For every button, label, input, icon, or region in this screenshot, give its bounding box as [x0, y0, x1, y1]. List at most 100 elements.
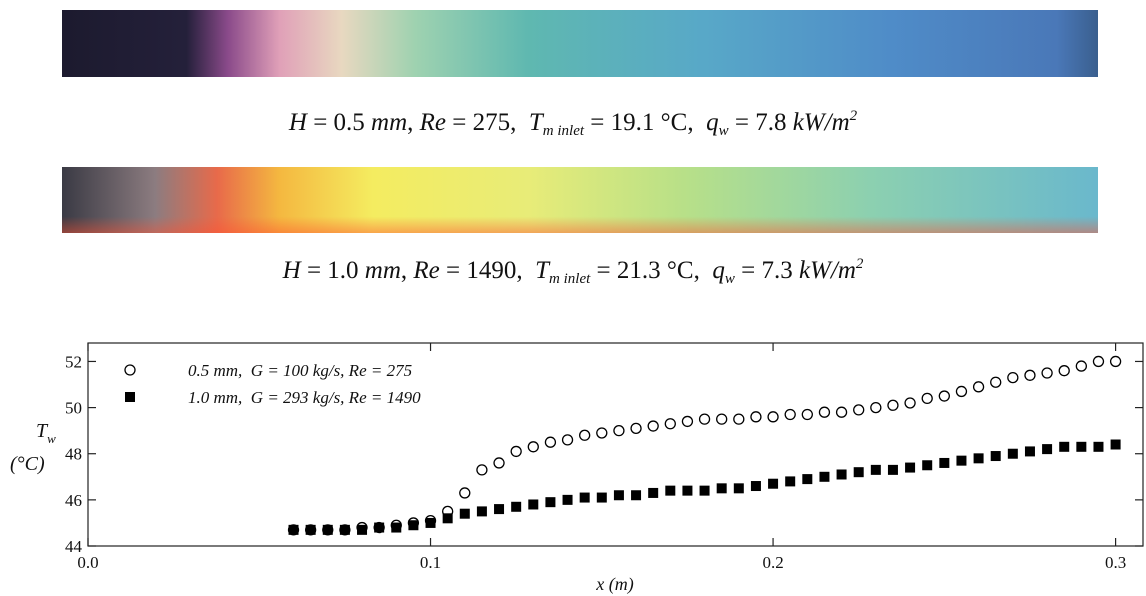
data-point — [613, 425, 625, 437]
data-point — [664, 418, 676, 430]
y-tick-label: 44 — [65, 537, 83, 556]
caption-part: , — [401, 257, 414, 284]
data-point — [938, 390, 950, 402]
y-tick-label: 46 — [65, 491, 82, 510]
legend-label: 0.5 mm, G = 100 kg/s, Re = 275 — [188, 361, 412, 380]
legend-marker — [125, 392, 135, 402]
data-point — [750, 411, 762, 423]
caption-part: kW/m — [793, 109, 850, 136]
data-point — [921, 392, 933, 405]
caption-part: H — [282, 257, 303, 284]
data-point — [442, 513, 453, 524]
data-point — [904, 397, 916, 409]
image-shading — [62, 167, 1098, 233]
x-tick-label: 0.1 — [420, 553, 441, 572]
data-point — [922, 460, 933, 471]
caption-part: T — [529, 109, 545, 136]
data-point — [1041, 367, 1053, 379]
data-point — [561, 434, 574, 446]
caption: H = 1.0 mm, Re = 1490, Tm inlet = 21.3 °… — [282, 256, 864, 287]
data-point — [1058, 365, 1070, 377]
data-point — [374, 522, 385, 533]
caption-part: = 21.3 °C, — [590, 257, 712, 284]
y-axis-unit: (°C) — [10, 453, 45, 475]
caption: H = 0.5 mm, Re = 275, Tm inlet = 19.1 °C… — [288, 108, 858, 139]
data-point — [681, 415, 694, 428]
data-point — [972, 381, 985, 393]
caption-part: = 1.0 — [301, 257, 365, 284]
data-point — [1024, 369, 1036, 381]
caption-part: = 7.3 — [735, 257, 799, 284]
data-point — [305, 524, 316, 535]
data-point — [853, 404, 865, 416]
data-point — [613, 490, 624, 501]
data-point — [768, 478, 779, 489]
caption-part: = 1490, — [440, 257, 535, 284]
data-point — [1092, 355, 1105, 368]
caption-part: w — [719, 123, 729, 139]
data-point — [1042, 444, 1053, 455]
data-point — [955, 385, 968, 398]
y-tick-label: 48 — [65, 445, 82, 464]
data-point — [1024, 446, 1035, 457]
caption-part: mm — [371, 109, 407, 136]
data-point — [510, 445, 522, 458]
data-point — [322, 524, 333, 535]
caption-part: Re — [419, 109, 446, 136]
caption-part: m inlet — [549, 271, 591, 287]
data-point — [579, 429, 591, 441]
caption-part: kW/m — [799, 257, 856, 284]
caption-part: q — [706, 109, 719, 136]
x-tick-label: 0.2 — [762, 553, 783, 572]
data-point — [459, 508, 470, 519]
plot-frame — [87, 342, 1144, 547]
data-point — [801, 408, 813, 421]
data-point — [716, 483, 727, 494]
x-tick-label: 0.3 — [1105, 553, 1126, 572]
data-point — [785, 476, 796, 487]
data-point — [544, 436, 557, 448]
data-point — [939, 457, 950, 468]
x-tick-label: 0.0 — [77, 553, 98, 572]
data-point — [630, 422, 642, 435]
data-point — [1007, 448, 1018, 459]
data-point — [802, 474, 813, 485]
caption-part: = 7.8 — [729, 109, 793, 136]
data-point — [767, 411, 779, 423]
data-point — [870, 401, 882, 414]
data-point — [647, 420, 659, 432]
data-point — [391, 522, 402, 533]
data-point — [425, 517, 436, 528]
data-point — [836, 469, 847, 480]
y-label-part: T — [36, 420, 49, 442]
data-point — [596, 492, 607, 503]
data-point — [511, 501, 522, 512]
data-point — [1059, 441, 1070, 452]
y-axis-label: Tw — [36, 420, 56, 446]
data-point — [357, 524, 368, 535]
data-point — [956, 455, 967, 466]
data-point — [733, 483, 744, 494]
data-point — [1093, 441, 1104, 452]
data-point — [527, 441, 539, 453]
data-point — [631, 490, 642, 501]
data-point — [1075, 360, 1087, 372]
data-point — [562, 494, 573, 505]
data-point — [905, 462, 916, 473]
caption-part: T — [535, 257, 551, 284]
data-point — [716, 413, 728, 425]
data-point — [476, 464, 488, 476]
caption-part: 2 — [856, 256, 864, 272]
data-point — [494, 504, 505, 515]
data-point — [990, 451, 1001, 462]
caption-part: w — [725, 271, 735, 287]
caption-part: mm — [365, 257, 401, 284]
caption-part: Re — [412, 257, 439, 284]
data-point — [870, 464, 881, 475]
liquid-crystal-image — [62, 10, 1098, 77]
data-point — [699, 485, 710, 496]
data-point — [682, 485, 693, 496]
data-point — [1007, 371, 1019, 384]
data-point — [339, 524, 350, 535]
